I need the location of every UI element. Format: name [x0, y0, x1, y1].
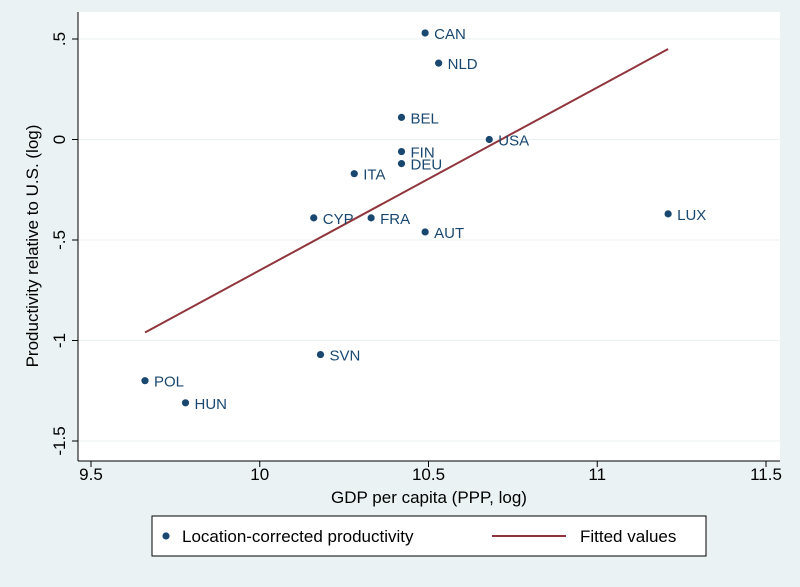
data-point — [367, 214, 375, 222]
x-tick-label: 9.5 — [79, 465, 103, 484]
y-tick-label: 0 — [50, 135, 69, 144]
y-tick-label: -1 — [50, 333, 69, 348]
data-point — [485, 135, 493, 144]
point-label: SVN — [330, 348, 361, 365]
data-point — [141, 377, 149, 385]
x-tick-label: 11.5 — [750, 465, 782, 484]
point-label: FRA — [380, 211, 410, 228]
y-axis-label: Productivity relative to U.S. (log) — [23, 125, 42, 368]
point-label: AUT — [434, 225, 464, 242]
point-label: FIN — [411, 145, 435, 162]
x-tick-label: 10.5 — [412, 465, 445, 484]
data-point — [316, 350, 325, 359]
data-point — [421, 29, 429, 37]
y-tick-label: -1.5 — [50, 426, 69, 455]
legend-marker-scatter — [162, 532, 170, 540]
x-tick-label: 11 — [588, 465, 606, 484]
data-point — [397, 113, 406, 121]
fitted-line — [144, 48, 669, 334]
point-label: ITA — [363, 167, 385, 184]
point-label: NLD — [448, 56, 478, 73]
x-tick-label: 10 — [250, 465, 269, 484]
fitted-line-layer — [144, 48, 669, 334]
legend: Location-corrected productivity Fitted v… — [151, 515, 707, 557]
grid — [78, 38, 780, 442]
y-tick-label: -.5 — [50, 230, 69, 250]
legend-label-scatter: Location-corrected productivity — [182, 527, 414, 546]
point-label: DEU — [411, 157, 443, 174]
point-label: CYP — [323, 211, 354, 228]
point-label: LUX — [677, 207, 706, 224]
point-label: POL — [154, 374, 184, 391]
data-point — [181, 399, 190, 407]
point-label: USA — [498, 133, 529, 150]
plot-area — [78, 12, 780, 461]
point-label: HUN — [195, 396, 228, 413]
point-label: BEL — [411, 110, 439, 127]
y-tick-label: .5 — [50, 32, 69, 46]
axes: 9.5 10 10.5 11 11.5 -1.5 -1 -.5 0 .5 — [50, 12, 782, 484]
data-point — [664, 210, 672, 218]
data-point — [350, 170, 358, 178]
data-point — [421, 228, 429, 236]
legend-label-line: Fitted values — [580, 527, 676, 546]
x-axis-label: GDP per capita (PPP, log) — [331, 488, 527, 507]
data-point — [397, 147, 406, 156]
legend-box — [151, 515, 707, 557]
point-label: CAN — [434, 26, 466, 43]
data-point — [397, 160, 406, 168]
data-point — [435, 59, 443, 67]
data-point — [310, 214, 318, 222]
